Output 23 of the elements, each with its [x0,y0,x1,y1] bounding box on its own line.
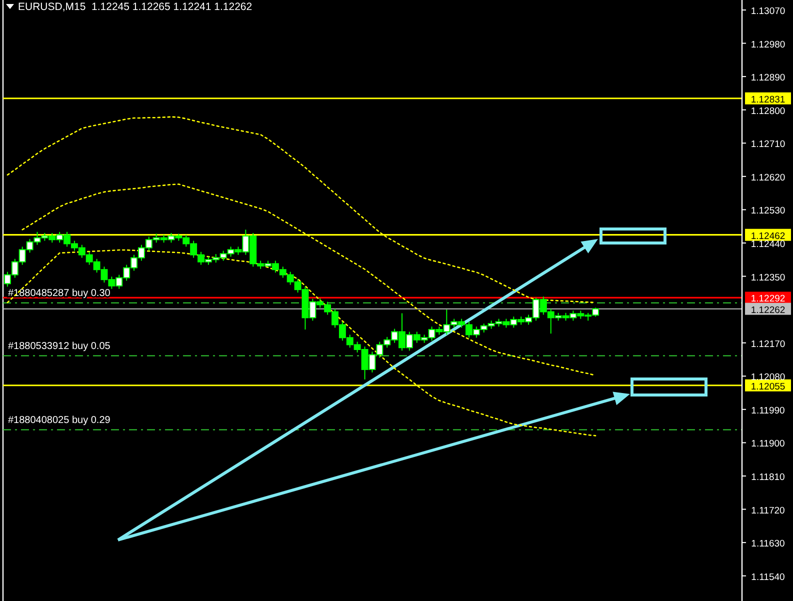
chart-title: EURUSD,M15 1.12245 1.12265 1.12241 1.12262 [18,1,252,13]
ref-line-label: 1.12262 [750,304,786,316]
y-tick-label: 1.12620 [750,172,786,184]
y-tick-label: 1.12170 [750,338,786,350]
y-tick-label: 1.11720 [751,505,785,516]
y-tick-label: 1.12890 [750,72,786,84]
y-tick-label: 1.11810 [751,472,785,483]
ref-line-label: 1.12055 [750,381,786,392]
y-tick-label: 1.12710 [750,139,786,150]
ref-line-label: 1.12292 [750,294,786,305]
y-tick-label: 1.12530 [750,206,786,217]
ref-line-label: #1880533912 buy 0.05 [8,340,111,352]
y-tick-label: 1.11540 [751,572,785,583]
ref-line-label: 1.12831 [750,94,786,106]
y-tick-label: 1.12440 [750,238,786,250]
y-tick-label: 1.12800 [750,106,786,117]
y-tick-label: 1.12350 [750,272,786,284]
ref-line-label: #1880408025 buy 0.29 [8,414,111,426]
y-tick-label: 1.11630 [751,538,785,550]
y-tick-label: 1.11900 [751,438,785,450]
y-tick-label: 1.13070 [750,6,786,17]
y-tick-label: 1.11990 [751,405,785,416]
y-tick-label: 1.12980 [750,39,786,50]
